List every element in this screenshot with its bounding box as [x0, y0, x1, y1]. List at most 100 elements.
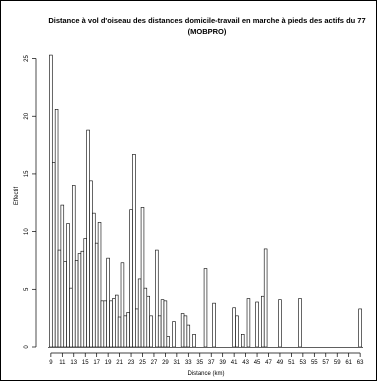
histogram-bar: [80, 250, 85, 348]
histogram-bar: [51, 162, 56, 348]
y-axis-label: Effectif: [14, 187, 20, 206]
histogram-bar: [180, 313, 185, 348]
x-tick-label: 33: [185, 360, 192, 366]
x-tick-label: 27: [151, 360, 158, 366]
histogram-bar: [115, 294, 119, 348]
x-tick-label: 55: [311, 360, 318, 366]
histogram-bar: [183, 315, 188, 348]
histogram-bar: [192, 334, 196, 348]
histogram-bar: [112, 298, 116, 348]
histogram-bar: [246, 298, 251, 348]
histogram-bar: [77, 253, 82, 348]
y-tick-label: 0: [24, 345, 30, 349]
histogram-bar: [298, 298, 302, 348]
histogram-bar: [235, 315, 239, 348]
x-tick-label: 51: [288, 360, 295, 366]
histogram-bar: [166, 336, 170, 348]
histogram-bar: [106, 257, 110, 348]
histogram-bar: [186, 324, 191, 348]
x-tick-label: 49: [277, 360, 284, 366]
histogram-bar: [74, 260, 79, 348]
y-axis: 0 5 10 15 20 25: [24, 55, 37, 349]
histogram-bar: [232, 307, 236, 348]
histogram-bar: [135, 308, 139, 348]
histogram-bar: [92, 212, 96, 348]
x-tick-label: 17: [93, 360, 100, 366]
histogram-bar: [155, 249, 159, 348]
histogram-bar: [263, 248, 268, 348]
histogram-bar: [143, 287, 148, 348]
histogram-bar: [109, 300, 113, 348]
histogram-bar: [137, 278, 142, 348]
x-tick-label: 57: [322, 360, 329, 366]
histogram-bar: [172, 321, 176, 348]
x-tick-label: 53: [300, 360, 307, 366]
x-tick-label: 9: [49, 360, 53, 366]
x-tick-label: 25: [139, 360, 146, 366]
histogram-bar: [97, 222, 102, 348]
histogram-bar: [278, 299, 282, 348]
histogram-bar: [60, 204, 65, 348]
x-tick-label: 59: [334, 360, 341, 366]
x-axis: 9 11 13 15 17 19 21 23 25 27 29 31 33 35 37 39 41 43 45 47 4…: [49, 352, 364, 366]
x-tick-label: 43: [242, 360, 249, 366]
x-tick-label: 29: [162, 360, 169, 366]
bars-group: [48, 54, 363, 348]
x-tick-label: 41: [231, 360, 238, 366]
y-tick-label: 25: [24, 55, 30, 62]
histogram-bar: [241, 334, 245, 348]
histogram-bar: [358, 308, 362, 348]
y-tick-label: 20: [24, 112, 30, 119]
x-tick-label: 39: [219, 360, 226, 366]
histogram-bar: [120, 262, 125, 348]
histogram-bar: [212, 302, 216, 348]
x-tick-label: 19: [105, 360, 112, 366]
histogram-bar: [69, 287, 73, 348]
chart-title-line-2: (MOBPRO): [188, 27, 227, 36]
x-tick-label: 37: [208, 360, 215, 366]
histogram-bar: [86, 129, 90, 348]
histogram-bar: [157, 315, 162, 348]
histogram-bar: [72, 185, 76, 348]
histogram-bar: [49, 54, 53, 348]
histogram-bar: [57, 249, 62, 348]
histogram-bar: [160, 299, 165, 348]
x-tick-label: 61: [345, 360, 352, 366]
histogram-bar: [203, 268, 208, 348]
histogram-bar: [123, 315, 128, 348]
histogram-bar: [163, 300, 168, 348]
x-tick-label: 35: [196, 360, 203, 366]
histogram-bar: [146, 295, 150, 348]
x-axis-label: Distance (km): [187, 371, 224, 377]
histogram-bar: [94, 242, 99, 348]
x-tick-label: 15: [82, 360, 89, 366]
histogram-bar: [132, 154, 136, 348]
histogram-bar: [117, 316, 122, 348]
histogram-bar: [261, 295, 265, 348]
histogram-bar: [149, 315, 153, 348]
y-tick-label: 10: [24, 228, 30, 235]
histogram-bar: [129, 209, 133, 348]
x-tick-label: 63: [357, 360, 364, 366]
histogram-bar: [83, 238, 87, 348]
y-tick-label: 5: [24, 287, 30, 291]
x-tick-label: 13: [70, 360, 77, 366]
x-tick-label: 47: [265, 360, 272, 366]
histogram-bar: [255, 301, 259, 348]
x-tick-label: 21: [116, 360, 123, 366]
histogram-bar: [66, 223, 70, 348]
histogram-bar: [89, 180, 93, 348]
x-tick-label: 31: [174, 360, 181, 366]
chart-title-line-1: Distance à vol d'oiseau des distances do…: [48, 16, 365, 25]
histogram-bar: [103, 300, 107, 348]
histogram-bar: [126, 312, 130, 348]
x-tick-label: 11: [59, 360, 66, 366]
histogram-bar: [140, 207, 145, 348]
histogram-bar: [100, 300, 105, 348]
x-tick-label: 45: [254, 360, 261, 366]
histogram-bar: [63, 261, 67, 348]
histogram-bar: [54, 109, 59, 348]
y-tick-label: 15: [24, 170, 30, 177]
